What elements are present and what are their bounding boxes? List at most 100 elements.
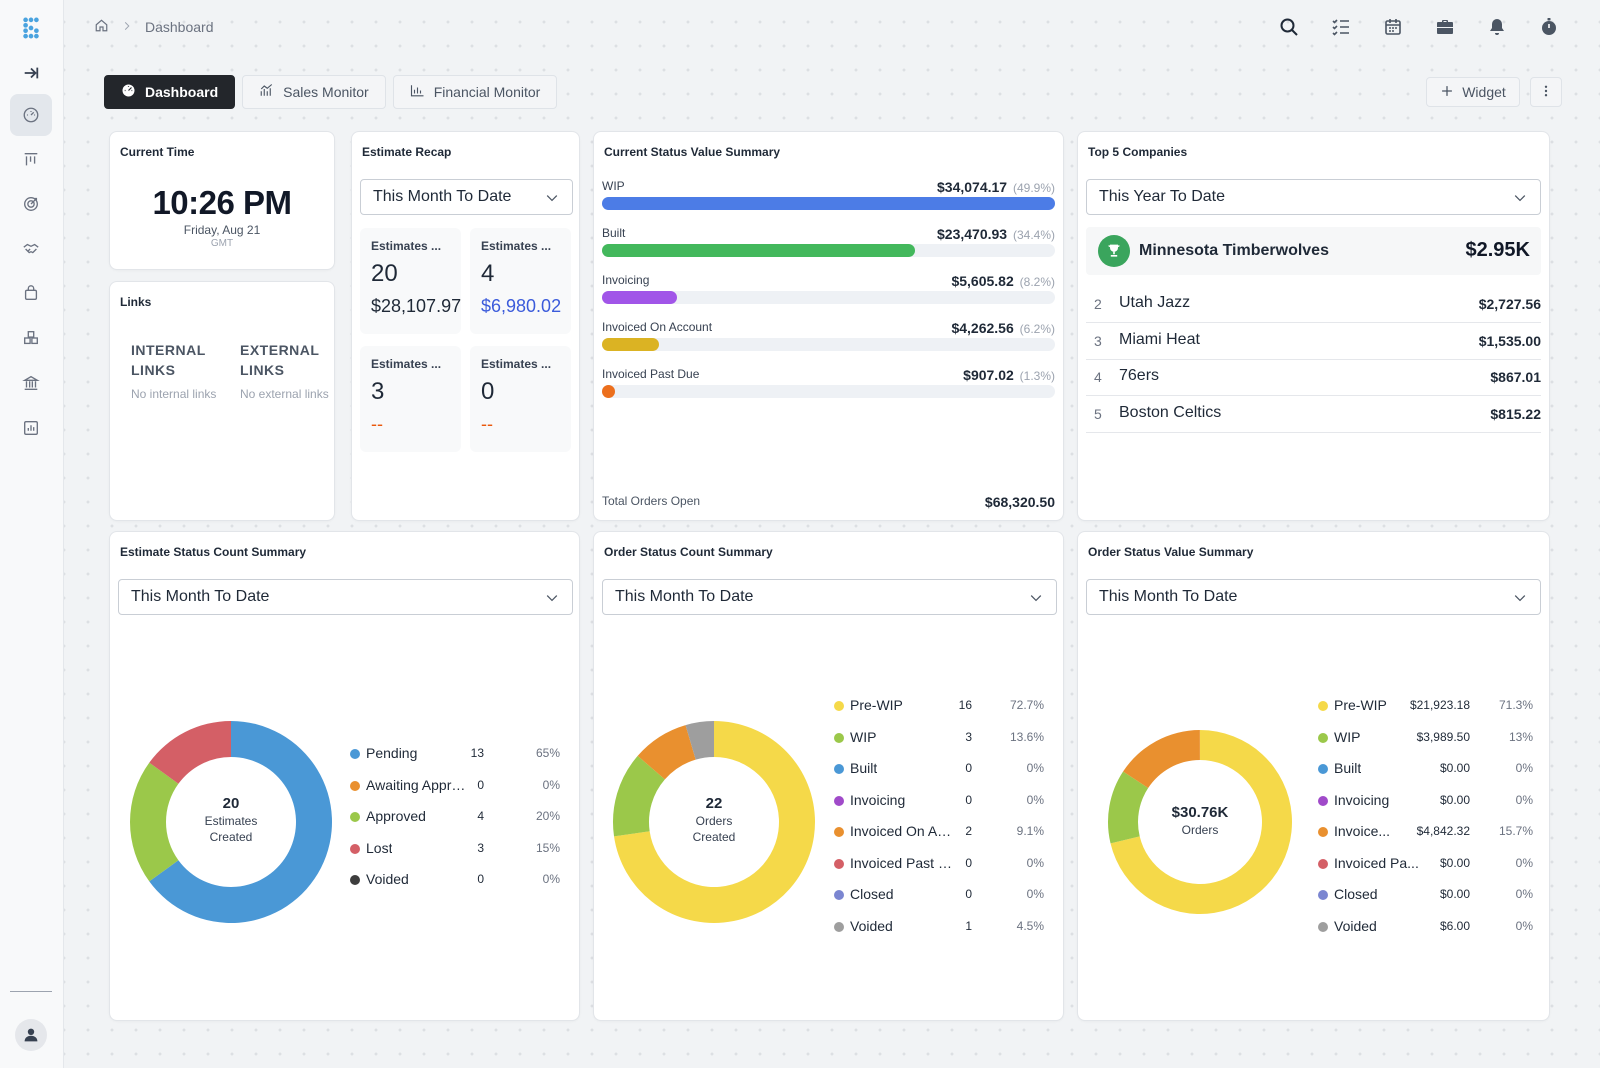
donut-slice[interactable] xyxy=(637,725,696,780)
estimate-recap-widget: Estimate Recap This Month To Date Estima… xyxy=(351,131,580,521)
legend-swatch xyxy=(834,858,844,869)
legend-item[interactable]: Invoice... $4,842.32 15.7% xyxy=(1318,822,1533,842)
sidebar-item-deals[interactable] xyxy=(10,228,52,270)
legend-item[interactable]: Awaiting Appro... 0 0% xyxy=(350,776,560,796)
home-icon[interactable] xyxy=(94,18,109,36)
donut-slice[interactable] xyxy=(149,721,231,784)
legend-item[interactable]: Voided 0 0% xyxy=(350,870,560,890)
donut-slice[interactable] xyxy=(1108,771,1149,844)
sales-chart-icon xyxy=(259,83,274,101)
legend-item[interactable]: Invoiced On Ac... 2 9.1% xyxy=(834,822,1044,842)
status-value-row[interactable]: Invoicing $5,605.82 (8.2%) xyxy=(602,273,1055,313)
status-label: Invoicing xyxy=(602,273,650,287)
status-amount: $907.02 (1.3%) xyxy=(963,367,1055,383)
legend-item[interactable]: Built $0.00 0% xyxy=(1318,759,1533,779)
legend-percent: 0% xyxy=(1515,761,1533,775)
collapse-sidebar-icon[interactable] xyxy=(10,52,52,94)
donut-slice[interactable] xyxy=(130,762,179,882)
legend-swatch xyxy=(834,732,844,743)
period-select[interactable]: This Year To Date xyxy=(1086,179,1541,215)
legend-label: Voided xyxy=(366,871,409,887)
legend-item[interactable]: Pre-WIP $21,923.18 71.3% xyxy=(1318,696,1533,716)
legend-swatch xyxy=(350,749,360,759)
legend-item[interactable]: Invoicing 0 0% xyxy=(834,791,1044,811)
widget-title: Current Time xyxy=(120,145,195,159)
period-select[interactable]: This Month To Date xyxy=(1086,579,1541,615)
sidebar-item-reports[interactable] xyxy=(10,407,52,449)
search-icon[interactable] xyxy=(1278,14,1300,40)
legend-item[interactable]: Voided $6.00 0% xyxy=(1318,917,1533,937)
legend-item[interactable]: WIP 3 13.6% xyxy=(834,728,1044,748)
status-amount: $4,262.56 (6.2%) xyxy=(951,320,1055,336)
add-widget-button[interactable]: Widget xyxy=(1426,77,1520,107)
period-select[interactable]: This Month To Date xyxy=(118,579,573,615)
legend-percent: 4.5% xyxy=(1016,918,1044,933)
legend-count: 1 xyxy=(965,918,972,933)
legend-item[interactable]: WIP $3,989.50 13% xyxy=(1318,728,1533,748)
sidebar-item-goals[interactable] xyxy=(10,183,52,225)
legend-item[interactable]: Invoiced Pa... $0.00 0% xyxy=(1318,854,1533,874)
legend-item[interactable]: Approved 4 20% xyxy=(350,807,560,827)
legend-item[interactable]: Pending 13 65% xyxy=(350,744,560,764)
company-row[interactable]: 5 Boston Celtics $815.22 xyxy=(1086,396,1541,433)
company-row[interactable]: 3 Miami Heat $1,535.00 xyxy=(1086,323,1541,360)
legend-item[interactable]: Pre-WIP 16 72.7% xyxy=(834,696,1044,716)
donut-slice[interactable] xyxy=(614,721,815,923)
donut-slice[interactable] xyxy=(613,755,665,837)
tab-dashboard[interactable]: Dashboard xyxy=(104,75,236,109)
notifications-bell-icon[interactable] xyxy=(1486,14,1508,40)
donut-slice[interactable] xyxy=(685,721,714,760)
calendar-icon[interactable] xyxy=(1382,14,1404,40)
sidebar-item-boards[interactable] xyxy=(10,139,52,181)
status-amount-value: $34,074.17 xyxy=(937,179,1008,195)
timer-icon[interactable] xyxy=(1538,14,1560,40)
company-row[interactable]: 4 76ers $867.01 xyxy=(1086,359,1541,396)
legend-item[interactable]: Built 0 0% xyxy=(834,759,1044,779)
recap-box[interactable]: Estimates ... 0 -- xyxy=(470,346,571,452)
widget-title: Estimate Recap xyxy=(362,145,452,159)
sidebar-item-orders[interactable] xyxy=(10,272,52,314)
legend-label: Built xyxy=(1334,760,1362,776)
sidebar-item-inventory[interactable] xyxy=(10,317,52,359)
legend-item[interactable]: Closed 0 0% xyxy=(834,885,1044,905)
legend-label: Approved xyxy=(366,808,426,824)
status-value-row[interactable]: Invoiced On Account $4,262.56 (6.2%) xyxy=(602,320,1055,360)
recap-count: 0 xyxy=(481,378,495,405)
legend-swatch xyxy=(1318,795,1328,806)
task-list-icon[interactable] xyxy=(1330,14,1352,40)
legend-swatch xyxy=(350,812,360,822)
legend-percent: 0% xyxy=(1515,792,1533,807)
briefcase-icon[interactable] xyxy=(1434,14,1456,40)
legend-item[interactable]: Invoicing $0.00 0% xyxy=(1318,791,1533,811)
more-options-button[interactable] xyxy=(1530,77,1562,107)
legend-item[interactable]: Voided 1 4.5% xyxy=(834,917,1044,937)
donut-center-line2: Created xyxy=(692,830,736,844)
user-avatar-icon[interactable] xyxy=(15,1019,47,1051)
status-value-row[interactable]: Built $23,470.93 (34.4%) xyxy=(602,226,1055,266)
tab-sales-monitor[interactable]: Sales Monitor xyxy=(242,75,386,109)
status-value-row[interactable]: Invoiced Past Due $907.02 (1.3%) xyxy=(602,367,1055,407)
status-value-row[interactable]: WIP $34,074.17 (49.9%) xyxy=(602,179,1055,219)
progress-track xyxy=(602,244,1055,257)
donut-slice[interactable] xyxy=(1110,730,1292,914)
period-select[interactable]: This Month To Date xyxy=(602,579,1057,615)
legend-item[interactable]: Invoiced Past D... 0 0% xyxy=(834,854,1044,874)
legend-item[interactable]: Lost 3 15% xyxy=(350,839,560,859)
sidebar-item-banking[interactable] xyxy=(10,362,52,404)
app-logo-icon[interactable] xyxy=(10,7,52,49)
period-select[interactable]: This Month To Date xyxy=(360,179,573,215)
top-company-first[interactable]: Minnesota Timberwolves $2.95K xyxy=(1086,227,1541,275)
recap-box[interactable]: Estimates ... 3 -- xyxy=(360,346,461,452)
donut-slice[interactable] xyxy=(149,721,332,923)
donut-slice[interactable] xyxy=(1123,730,1200,788)
legend-item[interactable]: Closed $0.00 0% xyxy=(1318,885,1533,905)
sidebar-item-dashboard[interactable] xyxy=(10,94,52,136)
legend-percent: 15.7% xyxy=(1498,824,1533,838)
legend-label: Voided xyxy=(1334,917,1377,934)
recap-box[interactable]: Estimates ... 20 $28,107.97 xyxy=(360,228,461,334)
legend-percent: 72.7% xyxy=(1009,698,1044,712)
tab-financial-monitor[interactable]: Financial Monitor xyxy=(392,75,558,109)
company-row[interactable]: 2 Utah Jazz $2,727.56 xyxy=(1086,286,1541,323)
recap-box[interactable]: Estimates ... 4 $6,980.02 xyxy=(470,228,571,334)
legend-count: $0.00 xyxy=(1439,855,1470,870)
